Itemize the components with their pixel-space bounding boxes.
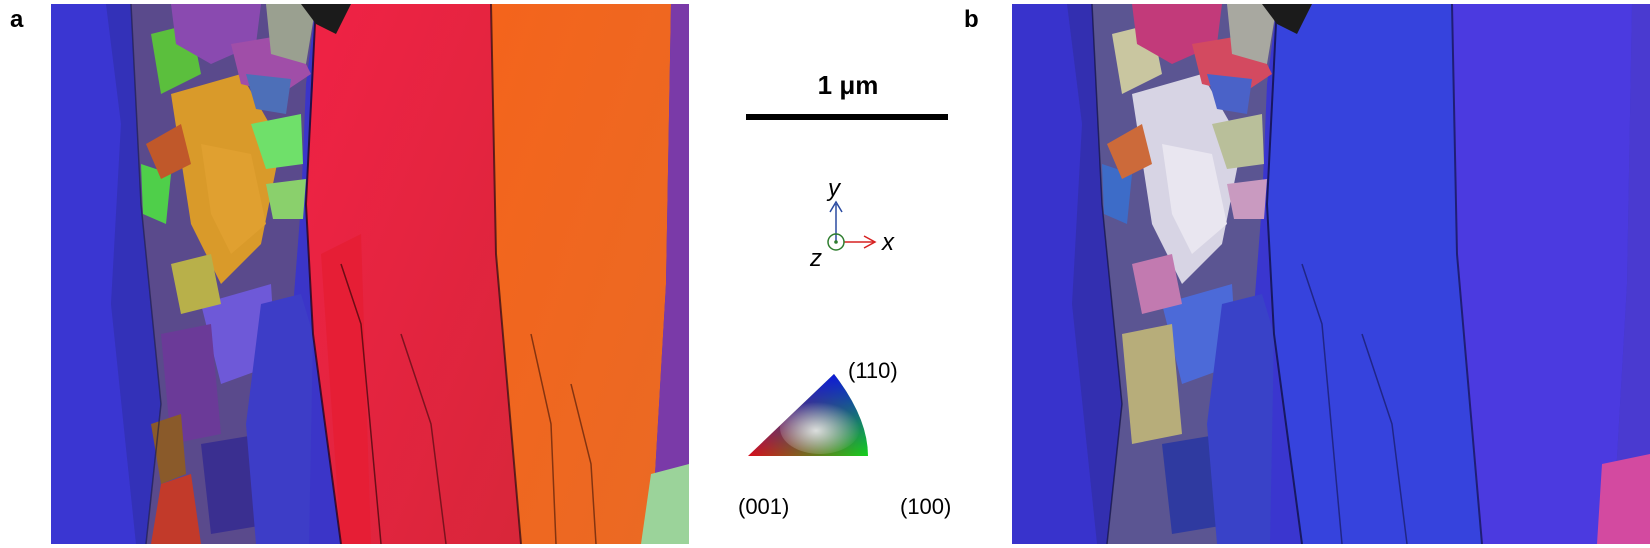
panel-label-a: a	[10, 6, 24, 33]
ipf-label-001: (001)	[738, 494, 790, 519]
ebsd-map-a-image	[51, 4, 689, 544]
x-arrowhead	[863, 235, 877, 249]
ebsd-map-b-image	[1012, 4, 1650, 544]
ebsd-map-b	[1012, 4, 1650, 544]
z-axis-circle	[827, 233, 845, 251]
ebsd-map-a	[51, 4, 689, 544]
ipf-color-key	[748, 374, 868, 456]
scale-bar	[746, 114, 948, 120]
y-arrowhead	[829, 200, 843, 213]
ipf-label-110: (110)	[848, 358, 898, 383]
panel-label-b: b	[964, 6, 979, 33]
coordinate-axes: y x z	[809, 175, 895, 272]
ipf-label-100: (100)	[900, 494, 952, 519]
scale-bar-label: 1 μm	[817, 70, 879, 100]
z-axis-label: z	[809, 245, 822, 272]
z-axis-dot	[834, 240, 838, 244]
y-axis-label: y	[826, 175, 842, 202]
x-axis-label: x	[881, 229, 895, 256]
